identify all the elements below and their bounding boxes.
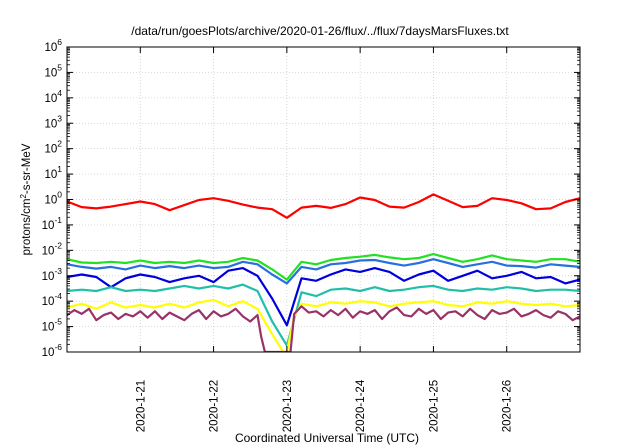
- y-tick-label: 10-5: [42, 317, 63, 334]
- y-tick-label-base: 10: [44, 118, 57, 130]
- y-tick-label: 105: [44, 62, 62, 79]
- x-tick-label: 2020-1-24: [355, 379, 367, 432]
- y-tick-label-exp: 4: [57, 88, 62, 98]
- y-tick-label-base: 10: [42, 220, 55, 232]
- y-axis-label-rest: -s-sr-MeV: [21, 143, 33, 194]
- y-tick-label-base: 10: [42, 347, 55, 359]
- series-line-2: [67, 253, 580, 281]
- y-axis-label: protons/cm2-s-sr-MeV: [19, 143, 33, 255]
- y-tick-label-exp: -1: [54, 215, 62, 225]
- x-tick-label: 2020-1-26: [502, 380, 514, 432]
- y-tick-label: 10-1: [42, 215, 63, 232]
- y-tick-label-base: 10: [44, 144, 57, 156]
- y-tick-label-base: 10: [42, 245, 55, 257]
- x-tick-label: 2020-1-25: [428, 380, 440, 432]
- x-axis-label: Coordinated Universal Time (UTC): [235, 431, 419, 445]
- y-tick-label-base: 10: [44, 67, 57, 79]
- x-tick-label: 2020-1-22: [209, 380, 221, 432]
- y-tick-label-exp: 6: [57, 37, 62, 47]
- y-axis: 10-610-510-410-310-210-11001011021031041…: [42, 37, 580, 359]
- y-tick-label-exp: 5: [57, 62, 62, 72]
- y-axis-label-main: protons/cm: [21, 199, 33, 256]
- series-line-1: [67, 193, 580, 219]
- y-tick-label-base: 10: [42, 271, 55, 283]
- x-tick-label: 2020-1-23: [282, 380, 294, 432]
- y-tick-label-exp: -2: [54, 240, 62, 250]
- y-axis-label-sup: 2: [19, 194, 28, 199]
- y-tick-label: 10-3: [42, 266, 63, 283]
- y-tick-label-base: 10: [44, 169, 57, 181]
- y-tick-label: 10-6: [42, 342, 63, 359]
- y-tick-label-base: 10: [44, 42, 57, 54]
- data-series: [67, 193, 580, 352]
- series-line-5: [67, 283, 580, 347]
- y-tick-label: 102: [44, 139, 62, 156]
- y-tick-label-exp: -4: [54, 291, 62, 301]
- x-axis: 2020-1-21 2020-1-22 2020-1-23 2020-1-24 2020…: [135, 47, 514, 432]
- y-tick-label-base: 10: [44, 93, 57, 105]
- y-tick-label: 106: [44, 37, 62, 54]
- y-tick-label-exp: 2: [57, 139, 62, 149]
- series-line-7: [67, 305, 580, 352]
- y-tick-label-base: 10: [44, 195, 57, 207]
- y-tick-label-exp: -6: [54, 342, 62, 352]
- series-line-3: [67, 258, 580, 285]
- y-tick-label-base: 10: [42, 296, 55, 308]
- y-tick-label: 103: [44, 113, 62, 130]
- y-tick-label: 101: [44, 164, 62, 181]
- y-tick-label: 10-2: [42, 240, 63, 257]
- y-tick-label: 100: [44, 190, 62, 207]
- y-tick-label-exp: 3: [57, 113, 62, 123]
- series-line-6: [67, 298, 580, 352]
- y-tick-label: 104: [44, 88, 62, 105]
- y-tick-label-exp: -3: [54, 266, 62, 276]
- x-tick-label: 2020-1-21: [135, 380, 147, 432]
- chart-title: /data/run/goesPlots/archive/2020-01-26/f…: [131, 24, 509, 38]
- y-tick-label-exp: 1: [57, 164, 62, 174]
- y-tick-label-exp: -5: [54, 317, 62, 327]
- y-tick-label: 10-4: [42, 291, 63, 308]
- y-tick-label-exp: 0: [57, 190, 62, 200]
- y-tick-label-base: 10: [42, 322, 55, 334]
- series-line-4: [67, 267, 580, 327]
